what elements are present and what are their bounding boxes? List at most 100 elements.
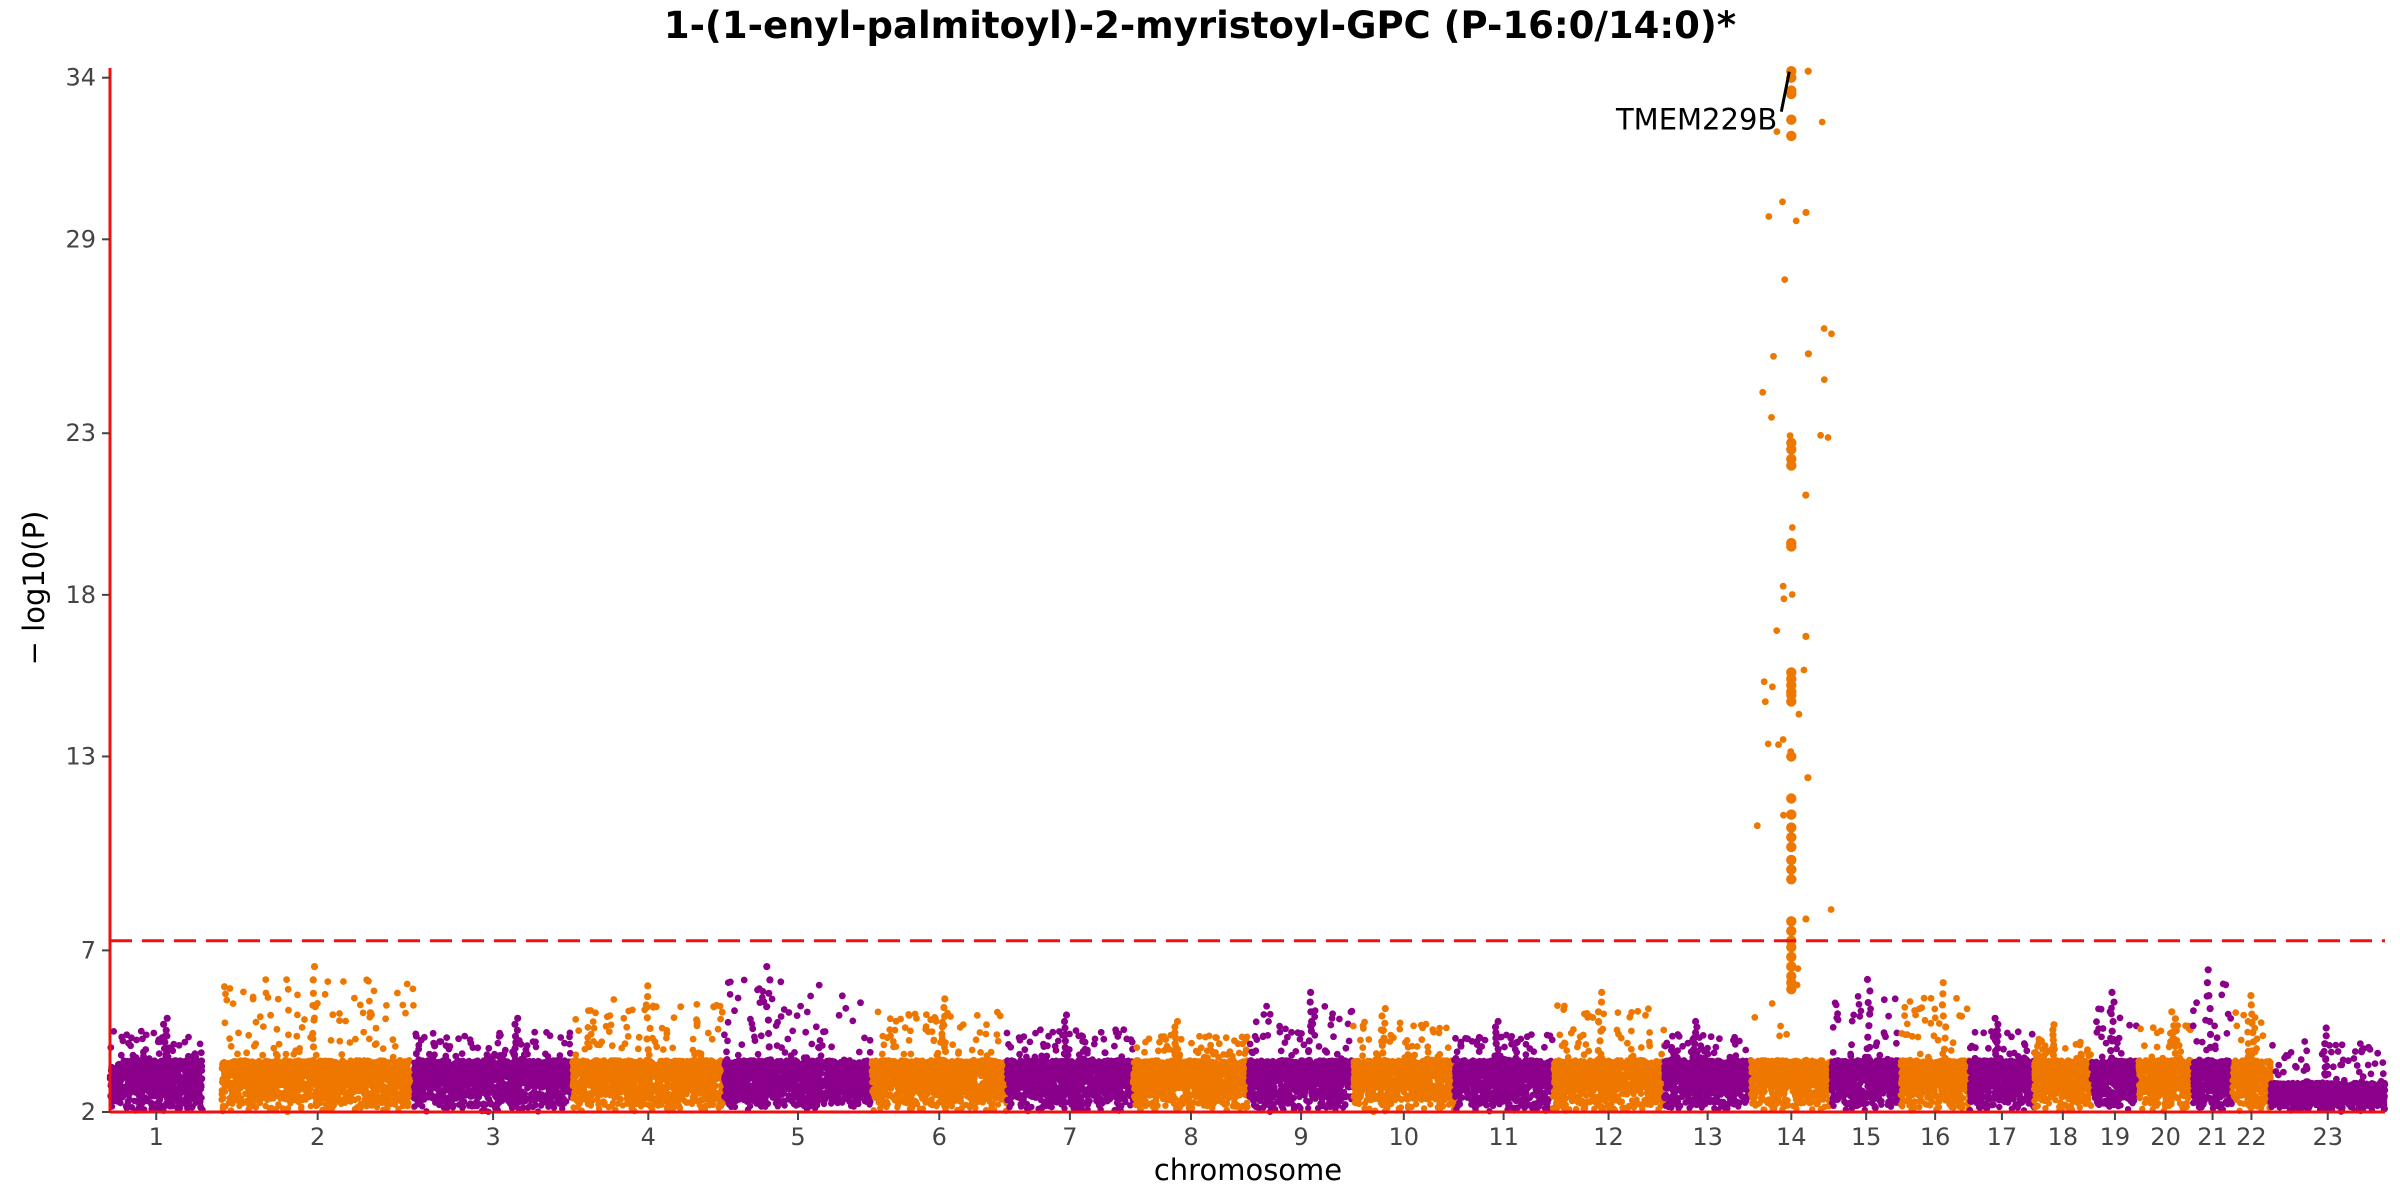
snp-point	[497, 1031, 504, 1039]
snp-point	[161, 1066, 168, 1073]
snp-point	[339, 1058, 346, 1065]
chromosome-3-points	[410, 1014, 576, 1115]
snp-point	[392, 1086, 399, 1093]
snp-point	[162, 1050, 170, 1058]
snp-point	[158, 1080, 166, 1087]
snp-point	[467, 1039, 475, 1047]
snp-point	[170, 1040, 178, 1048]
snp-point	[485, 1075, 493, 1083]
snp-point	[421, 1033, 428, 1041]
snp-point	[115, 1061, 122, 1069]
snp-point	[240, 988, 247, 996]
snp-point	[446, 1088, 454, 1095]
snp-point	[466, 1087, 473, 1095]
snp-point	[309, 1056, 317, 1064]
snp-point	[192, 1094, 200, 1102]
snp-point	[448, 1102, 456, 1110]
snp-point	[431, 1061, 439, 1069]
snp-point	[641, 1064, 648, 1071]
snp-point	[162, 1026, 170, 1034]
snp-point	[363, 976, 371, 984]
snp-point	[530, 1083, 538, 1091]
snp-point	[527, 1068, 534, 1075]
snp-point	[237, 1057, 244, 1064]
snp-point	[336, 1010, 343, 1017]
snp-point	[188, 1104, 196, 1111]
snp-point	[197, 1049, 205, 1057]
snp-point	[437, 1074, 445, 1081]
snp-point	[182, 1064, 190, 1071]
snp-point	[556, 1052, 564, 1059]
snp-point	[161, 1038, 169, 1046]
snp-point	[294, 1011, 301, 1019]
snp-point	[521, 1079, 529, 1087]
snp-point	[647, 1095, 655, 1103]
snp-point	[234, 1050, 241, 1058]
snp-point	[346, 1039, 354, 1046]
snp-point	[532, 1038, 539, 1046]
snp-point	[260, 1023, 267, 1030]
snp-point	[192, 1099, 199, 1107]
snp-point	[232, 1084, 239, 1092]
snp-point	[168, 1075, 176, 1082]
snp-point	[238, 1095, 245, 1103]
snp-point	[402, 1065, 410, 1072]
snp-point	[541, 1093, 549, 1101]
snp-point	[340, 978, 347, 985]
snp-point	[283, 976, 290, 983]
snp-point	[152, 1092, 159, 1099]
snp-point	[339, 1078, 346, 1085]
snp-point	[309, 1029, 317, 1038]
snp-point	[396, 1068, 404, 1076]
snp-point	[240, 1067, 247, 1074]
snp-point	[347, 1098, 354, 1105]
snp-point	[197, 1104, 204, 1111]
snp-point	[256, 1013, 264, 1021]
snp-point	[399, 1093, 406, 1100]
snp-point	[294, 1060, 302, 1067]
snp-point	[119, 1037, 127, 1045]
snp-point	[168, 1101, 176, 1108]
snp-point	[274, 1052, 281, 1060]
snp-point	[433, 1097, 441, 1104]
snp-point	[196, 1084, 204, 1092]
snp-point	[496, 1052, 504, 1059]
snp-point	[221, 1019, 229, 1027]
snp-point	[185, 1033, 192, 1041]
snp-point	[467, 1065, 474, 1073]
snp-point	[230, 1058, 237, 1065]
snp-point	[289, 1091, 296, 1098]
snp-point	[336, 1017, 343, 1024]
snp-point	[122, 1102, 130, 1110]
snp-point	[654, 1100, 661, 1107]
snp-point	[372, 1024, 380, 1032]
snp-point	[492, 1104, 499, 1112]
snp-point	[569, 1079, 577, 1087]
snp-point	[247, 1073, 255, 1080]
snp-point	[125, 1059, 132, 1066]
snp-point	[461, 1032, 469, 1040]
snp-point	[602, 1087, 609, 1095]
snp-point	[495, 1082, 502, 1089]
snp-point	[124, 1084, 132, 1092]
snp-point	[226, 1035, 234, 1042]
snp-point	[384, 1091, 391, 1098]
snp-point	[145, 1055, 153, 1062]
snp-point	[366, 997, 373, 1005]
snp-point	[459, 1104, 466, 1112]
snp-point	[181, 1038, 189, 1046]
snp-point	[359, 1009, 367, 1017]
snp-point	[223, 996, 231, 1004]
snp-point	[350, 1062, 357, 1069]
snp-point	[394, 989, 401, 997]
snp-point	[501, 1046, 509, 1054]
snp-point	[135, 1099, 142, 1106]
snp-point	[453, 1094, 460, 1101]
snp-point	[338, 1051, 346, 1058]
snp-point	[301, 1016, 308, 1023]
snp-point	[177, 1097, 184, 1105]
snp-point	[175, 1084, 182, 1092]
snp-point	[196, 1070, 203, 1078]
snp-point	[273, 1025, 281, 1033]
